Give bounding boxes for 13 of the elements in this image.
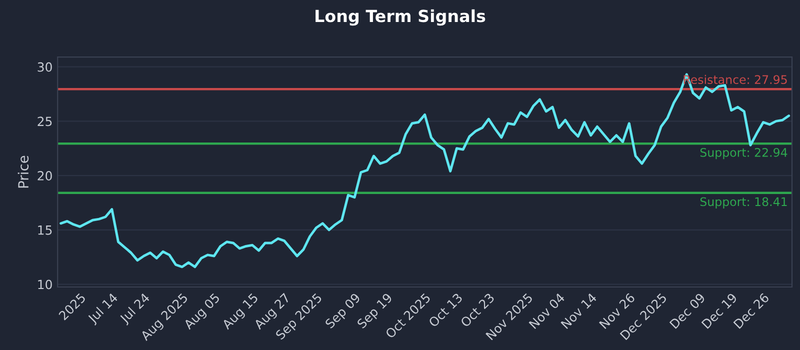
y-tick-label: 30 [38, 62, 52, 72]
line-series [60, 73, 790, 268]
x-tick-label: Oct 13 [428, 292, 463, 328]
y-axis-title: Price [18, 156, 29, 188]
x-tick-label: Jul 14 [86, 292, 120, 326]
ref-line-label: Support: 22.94 [700, 148, 788, 160]
y-tick-label: 10 [38, 280, 52, 290]
y-tick-label: 20 [38, 171, 52, 180]
x-tick-label: Jul 24 [118, 292, 152, 326]
ref-line-label: Support: 18.41 [700, 197, 787, 208]
y-tick-label: 15 [38, 226, 52, 235]
chart-title: Long Term Signals [316, 9, 486, 26]
y-tick-label: 25 [38, 116, 52, 126]
